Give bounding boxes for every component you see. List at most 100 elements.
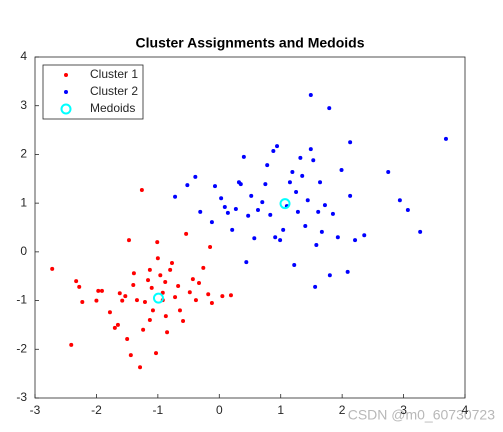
point xyxy=(311,158,316,163)
point xyxy=(206,292,211,297)
point xyxy=(190,277,195,282)
point xyxy=(397,198,402,203)
point xyxy=(300,173,305,178)
point xyxy=(273,235,278,240)
point xyxy=(107,310,112,315)
point xyxy=(255,207,260,212)
point xyxy=(386,169,391,174)
point xyxy=(173,194,178,199)
point xyxy=(131,271,136,276)
point xyxy=(201,265,206,270)
point xyxy=(155,256,160,261)
point xyxy=(322,203,327,208)
point xyxy=(339,168,344,173)
point xyxy=(348,193,353,198)
point xyxy=(155,240,160,245)
point xyxy=(112,325,117,330)
x-tick-label: 0 xyxy=(216,403,223,417)
point xyxy=(163,280,168,285)
point xyxy=(193,298,198,303)
y-tick-label: 2 xyxy=(20,147,27,161)
point xyxy=(187,290,192,295)
point xyxy=(142,300,147,305)
point xyxy=(249,193,254,198)
point xyxy=(197,281,202,286)
chart-title: Cluster Assignments and Medoids xyxy=(136,35,365,51)
point xyxy=(316,209,321,214)
point xyxy=(233,206,238,211)
point xyxy=(177,308,182,313)
point xyxy=(225,210,230,215)
point xyxy=(134,298,139,303)
y-tick-label: -2 xyxy=(16,341,27,355)
point xyxy=(314,243,319,248)
y-tick-label: -1 xyxy=(16,293,27,307)
point xyxy=(303,224,308,229)
x-tick-label: 2 xyxy=(339,403,346,417)
point xyxy=(181,319,186,324)
point xyxy=(169,261,174,266)
point xyxy=(219,196,224,201)
point xyxy=(176,283,181,288)
point xyxy=(279,198,291,210)
point xyxy=(126,238,131,243)
point xyxy=(77,284,82,289)
x-tick-label: 3 xyxy=(400,403,407,417)
point xyxy=(318,180,323,185)
point xyxy=(80,300,85,305)
x-tick-label: -3 xyxy=(30,403,41,417)
point xyxy=(139,187,144,192)
legend-label: Cluster 2 xyxy=(90,84,138,98)
x-tick-label: 4 xyxy=(462,403,469,417)
watermark: CSDN @m0_60730723 xyxy=(348,407,496,423)
point xyxy=(265,163,270,168)
point xyxy=(198,209,203,214)
point xyxy=(94,298,99,303)
point xyxy=(330,211,335,216)
point xyxy=(281,227,286,232)
point xyxy=(298,155,303,160)
legend-label: Medoids xyxy=(90,101,135,115)
point xyxy=(327,273,332,278)
point xyxy=(138,365,143,370)
legend-marker xyxy=(64,73,68,77)
x-tick-label: -1 xyxy=(153,403,164,417)
y-tick-label: 3 xyxy=(20,98,27,112)
point xyxy=(128,353,133,358)
point xyxy=(69,342,74,347)
point xyxy=(308,92,313,97)
point xyxy=(117,291,122,296)
point xyxy=(123,294,128,299)
point xyxy=(348,140,353,145)
legend-marker xyxy=(60,103,72,115)
point xyxy=(147,318,152,323)
point xyxy=(246,213,251,218)
point xyxy=(220,294,225,299)
y-tick-label: 0 xyxy=(20,244,27,258)
point xyxy=(115,322,120,327)
point xyxy=(209,301,214,306)
point xyxy=(327,106,332,111)
point xyxy=(141,327,146,332)
point xyxy=(252,236,257,241)
point xyxy=(125,337,130,342)
point xyxy=(290,169,295,174)
point xyxy=(185,183,190,188)
point xyxy=(99,288,104,293)
y-tick-label: -3 xyxy=(16,390,27,404)
point xyxy=(278,238,283,243)
y-tick-label: 1 xyxy=(20,195,27,209)
point xyxy=(146,278,151,283)
point xyxy=(154,351,159,356)
point xyxy=(292,263,297,268)
point xyxy=(244,260,249,265)
point xyxy=(230,227,235,232)
point xyxy=(228,293,233,298)
legend-marker xyxy=(64,90,68,94)
point xyxy=(319,229,324,234)
point xyxy=(74,279,79,284)
point xyxy=(147,267,152,272)
point xyxy=(165,330,170,335)
